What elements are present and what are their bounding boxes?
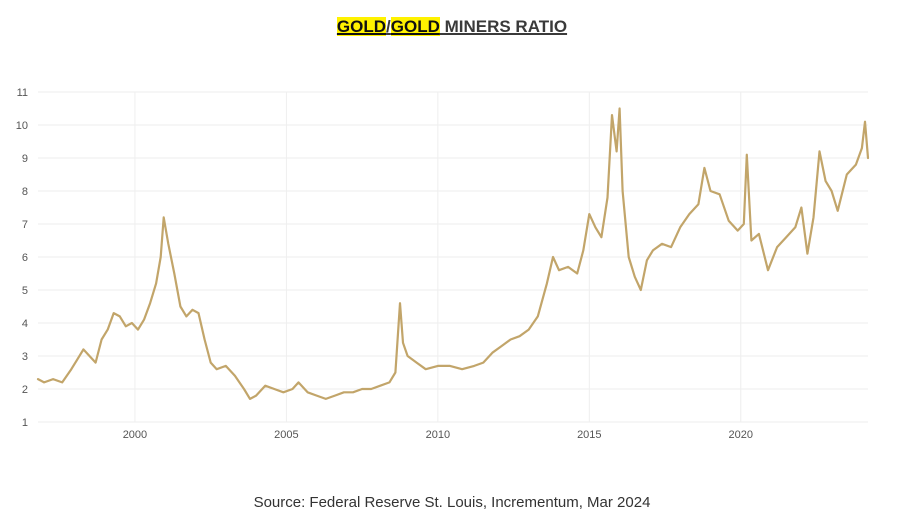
y-tick-label: 1 [22, 417, 28, 429]
y-tick-label: 2 [22, 384, 28, 396]
gridlines [38, 91, 868, 423]
x-tick-label: 2005 [274, 429, 298, 441]
y-tick-label: 9 [22, 153, 28, 165]
y-tick-label: 7 [22, 219, 28, 231]
y-tick-label: 4 [22, 318, 28, 330]
y-tick-label: 6 [22, 252, 28, 264]
series-group [36, 107, 870, 400]
x-tick-label: 2010 [426, 429, 450, 441]
y-tick-label: 5 [22, 285, 28, 297]
y-tick-label: 10 [16, 120, 28, 132]
y-tick-label: 3 [22, 351, 28, 363]
x-tick-label: 2015 [577, 429, 601, 441]
chart-title: GOLD/GOLD MINERS RATIO [0, 17, 904, 37]
source-note: Source: Federal Reserve St. Louis, Incre… [253, 494, 651, 511]
series-line-0 [36, 107, 870, 400]
x-tick-label: 2020 [729, 429, 753, 441]
title-gold-highlight-2: GOLD [390, 17, 440, 36]
x-tick-label: 2000 [123, 429, 147, 441]
title-slash: / [386, 17, 391, 36]
y-tick-label: 8 [22, 186, 28, 198]
title-gold-highlight-1: GOLD [336, 17, 387, 36]
y-axis-ticks: 1 2 3 4 5 6 7 8 9 10 11 [16, 87, 28, 429]
y-tick-label: 11 [17, 87, 28, 99]
x-axis-ticks: 2000 2005 2010 2015 2020 [123, 429, 753, 441]
title-miners-ratio: MINERS RATIO [439, 17, 568, 36]
